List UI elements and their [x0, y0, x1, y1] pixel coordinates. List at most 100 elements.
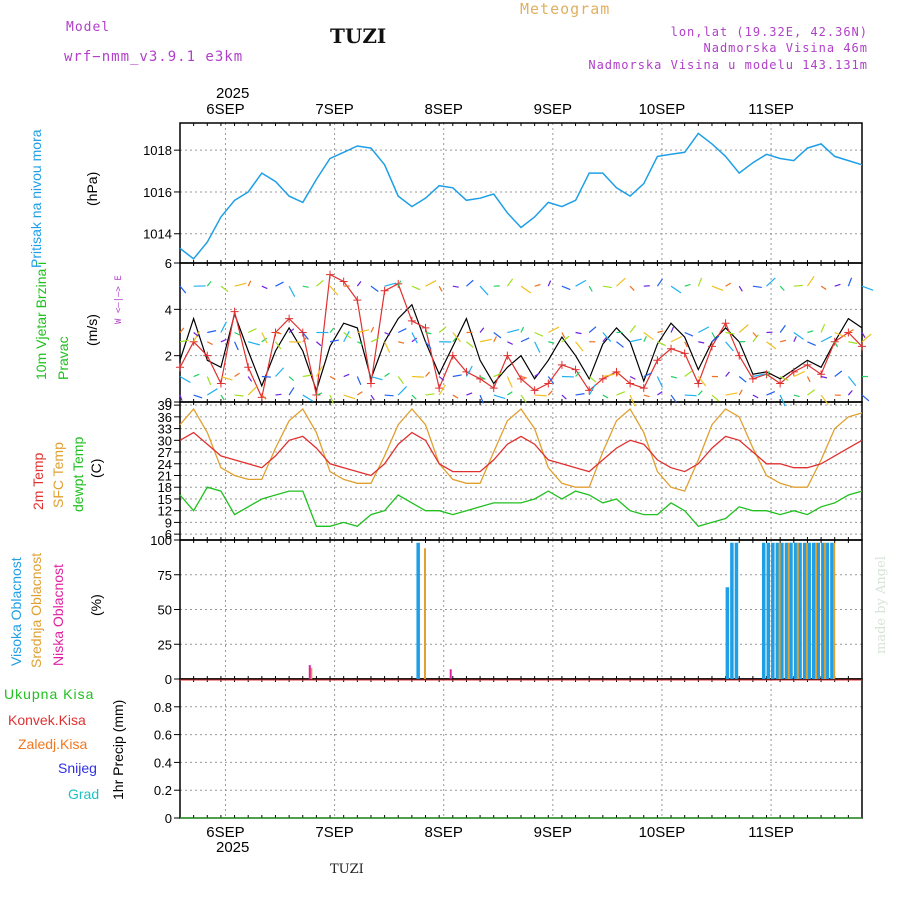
- wind-arrow: [684, 283, 691, 287]
- wind-arrow: [316, 392, 323, 396]
- gust-marker: [667, 344, 676, 353]
- gust-marker: [366, 379, 375, 388]
- date-label-bottom: 11SEP: [748, 824, 794, 841]
- cloud-bar: [771, 542, 775, 679]
- wind-arrow: [206, 376, 212, 386]
- y-tick-label: 6: [165, 527, 172, 542]
- legend-hail: Grad: [68, 786, 100, 802]
- wind-arrow: [397, 328, 407, 334]
- wind-arrow: [261, 375, 271, 378]
- wind-arrow: [384, 372, 390, 378]
- wind-arrow: [684, 370, 693, 377]
- wind-arrow: [697, 390, 703, 396]
- wind-arrow: [479, 338, 492, 343]
- y-tick-label: 15: [158, 492, 172, 507]
- wind-arrow: [357, 329, 370, 334]
- wind-arrow: [411, 337, 418, 343]
- wind-arrow: [438, 384, 446, 396]
- wind-arrow: [411, 394, 417, 400]
- date-label-bottom: 10SEP: [639, 824, 686, 841]
- cloud-bar: [761, 542, 766, 679]
- wind-arrow: [616, 391, 626, 396]
- date-label-top: 11SEP: [748, 101, 794, 118]
- wind-arrow: [465, 365, 473, 377]
- wind-arrow: [193, 394, 203, 399]
- wind-arrow: [220, 338, 227, 343]
- wind-arrow: [370, 326, 375, 333]
- date-label-bottom: 8SEP: [425, 824, 463, 841]
- wind-arrow: [752, 285, 762, 289]
- wind-arrow: [848, 341, 858, 345]
- y-tick-label: 1018: [143, 143, 172, 158]
- wind-arrow: [725, 371, 730, 377]
- cloud-bar: [796, 542, 799, 679]
- gust-marker: [653, 356, 662, 365]
- wind-arrow: [275, 281, 284, 287]
- y-tick-label: 0.2: [154, 783, 172, 798]
- gust-marker: [776, 379, 785, 388]
- wind-arrow: [206, 388, 218, 396]
- wind-arrow: [234, 282, 247, 287]
- wind-arrow: [779, 375, 789, 382]
- gust-marker: [503, 351, 512, 360]
- gust-marker: [407, 316, 416, 325]
- cloud-bar: [825, 542, 830, 679]
- wind-arrow: [179, 339, 189, 343]
- cloud-bar: [730, 542, 734, 679]
- cloud-bar: [821, 542, 825, 679]
- cloud-bar: [789, 542, 793, 679]
- gust-marker: [858, 342, 866, 351]
- model-elevation-text: Nadmorska Visina u modelu 143.131m: [588, 58, 868, 72]
- wind-arrow: [493, 394, 506, 400]
- gust-marker: [735, 351, 744, 360]
- wind-arrow: [697, 376, 707, 387]
- gust-marker: [721, 319, 730, 328]
- y-tick-label: 2: [165, 349, 172, 364]
- date-label-bottom: 9SEP: [534, 824, 572, 841]
- wind-arrow: [288, 387, 295, 396]
- wind-arrow: [438, 326, 447, 333]
- wind-arrow: [547, 376, 555, 385]
- cloud-bar: [734, 542, 739, 679]
- cloud-bar: [805, 542, 808, 679]
- gust-marker: [639, 384, 648, 393]
- top-year: 2025: [216, 85, 250, 102]
- wind-arrow: [179, 394, 183, 401]
- wind-arrow: [629, 375, 636, 380]
- wind-arrow: [275, 341, 282, 350]
- wind-arrow: [234, 341, 239, 351]
- wind-arrow: [725, 392, 738, 396]
- cloud-bar: [416, 542, 420, 679]
- wind-arrow: [329, 339, 339, 343]
- wind-arrow: [561, 394, 567, 400]
- wind-arrow: [656, 278, 664, 287]
- wind-arrow: [847, 390, 853, 396]
- gust-marker: [544, 379, 553, 388]
- wind-arrow: [370, 375, 383, 381]
- wind-arrow: [561, 285, 571, 291]
- wind-arrow: [302, 336, 308, 343]
- gust-marker: [571, 365, 580, 374]
- wind-arrow: [425, 280, 437, 287]
- wind-arrow: [752, 334, 759, 343]
- wind-arrow: [711, 285, 724, 292]
- wind-arrow: [179, 327, 185, 333]
- wind-arrow: [834, 331, 847, 338]
- wind-arrow: [507, 341, 514, 345]
- dewpoint-line: [179, 486, 863, 528]
- wind-arrow: [698, 341, 705, 344]
- date-label-top: 8SEP: [425, 101, 463, 118]
- wind-arrow: [765, 370, 770, 377]
- gust-marker: [421, 323, 430, 332]
- model-label: Model: [66, 20, 111, 35]
- wind-arrow: [561, 335, 570, 343]
- wind-arrow: [275, 367, 285, 377]
- gust-marker: [216, 379, 225, 388]
- wind-arrow: [343, 373, 350, 378]
- panel-frame: [179, 122, 863, 264]
- wind-arrow: [329, 394, 334, 404]
- y-tick-label: 0.4: [154, 755, 172, 770]
- cloud-bar: [725, 587, 730, 679]
- wind-arrow: [588, 384, 596, 396]
- date-label-bottom: 6SEP: [206, 824, 244, 841]
